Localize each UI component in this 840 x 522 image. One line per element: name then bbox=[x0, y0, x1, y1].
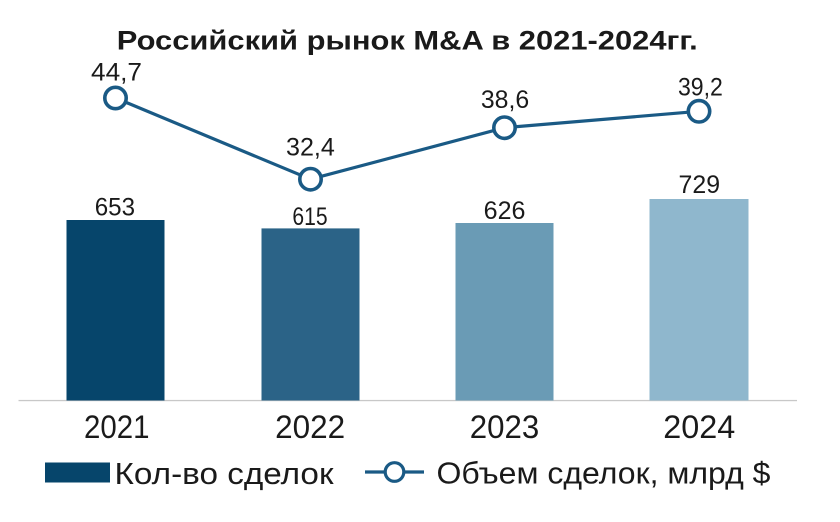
svg-text:2021: 2021 bbox=[84, 409, 150, 445]
svg-text:Объем сделок, млрд $: Объем сделок, млрд $ bbox=[437, 456, 771, 491]
svg-text:653: 653 bbox=[95, 193, 135, 221]
svg-text:38,6: 38,6 bbox=[481, 87, 529, 114]
svg-text:Кол-во сделок: Кол-во сделок bbox=[115, 456, 334, 491]
svg-text:2022: 2022 bbox=[275, 409, 345, 445]
svg-text:626: 626 bbox=[484, 197, 526, 225]
svg-text:32,4: 32,4 bbox=[286, 135, 335, 162]
svg-text:2023: 2023 bbox=[470, 409, 540, 445]
svg-text:44,7: 44,7 bbox=[91, 59, 142, 86]
svg-text:39,2: 39,2 bbox=[678, 74, 723, 101]
svg-text:Российский рынок M&A в 2021-20: Российский рынок M&A в 2021-2024гг. bbox=[117, 25, 698, 55]
svg-text:615: 615 bbox=[292, 203, 327, 231]
svg-text:729: 729 bbox=[679, 171, 721, 199]
svg-text:2024: 2024 bbox=[663, 409, 735, 445]
